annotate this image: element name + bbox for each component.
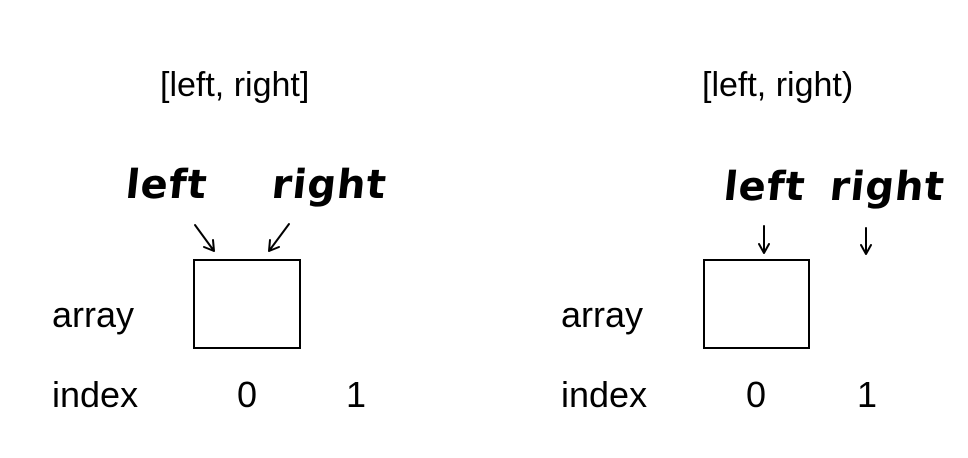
- right-pointer-arrow: [268, 223, 290, 252]
- left-pointer-arrow: [758, 225, 770, 254]
- index-0: 0: [746, 374, 767, 415]
- half-open-interval-panel: [left, right) left right array index 0 1: [484, 0, 968, 458]
- left-pointer-arrow: [194, 224, 215, 252]
- array-row-label: array: [52, 294, 135, 335]
- array-cell-0: [193, 259, 301, 349]
- array-cell-0: [703, 259, 810, 349]
- closed-interval-panel: [left, right] left right array index 0 1: [52, 66, 389, 415]
- index-1: 1: [346, 374, 367, 415]
- index-row-label: index: [561, 374, 648, 415]
- panel-title: [left, right]: [160, 66, 310, 104]
- right-pointer-arrow: [860, 227, 872, 255]
- panel-title: [left, right): [702, 66, 854, 104]
- index-0: 0: [237, 374, 258, 415]
- index-row-label: index: [52, 374, 139, 415]
- index-1: 1: [857, 374, 878, 415]
- array-row-label: array: [561, 294, 644, 335]
